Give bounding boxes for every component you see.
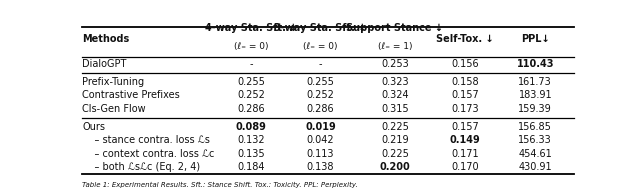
Text: 183.91: 183.91	[518, 90, 552, 100]
Text: PPL↓: PPL↓	[521, 34, 550, 44]
Text: (ℓ⁣₌ = 0): (ℓ⁣₌ = 0)	[303, 42, 338, 51]
Text: 430.91: 430.91	[518, 162, 552, 172]
Text: 0.113: 0.113	[307, 149, 334, 159]
Text: -: -	[319, 59, 323, 69]
Text: Support Stance ↓: Support Stance ↓	[346, 23, 444, 33]
Text: (ℓ⁣₌ = 0): (ℓ⁣₌ = 0)	[234, 42, 268, 51]
Text: Ours: Ours	[83, 122, 106, 132]
Text: 0.149: 0.149	[449, 135, 480, 145]
Text: 0.200: 0.200	[380, 162, 410, 172]
Text: 0.225: 0.225	[381, 122, 409, 132]
Text: 0.170: 0.170	[451, 162, 479, 172]
Text: 0.019: 0.019	[305, 122, 336, 132]
Text: (ℓ⁣₌ = 1): (ℓ⁣₌ = 1)	[378, 42, 412, 51]
Text: 0.323: 0.323	[381, 77, 409, 87]
Text: Self-Tox. ↓: Self-Tox. ↓	[436, 34, 493, 44]
Text: 0.286: 0.286	[307, 104, 334, 114]
Text: 0.225: 0.225	[381, 149, 409, 159]
Text: 0.324: 0.324	[381, 90, 409, 100]
Text: – both ℒsℒc (Eq. 2, 4): – both ℒsℒc (Eq. 2, 4)	[83, 162, 200, 172]
Text: 156.33: 156.33	[518, 135, 552, 145]
Text: 0.042: 0.042	[307, 135, 334, 145]
Text: 0.157: 0.157	[451, 90, 479, 100]
Text: 0.157: 0.157	[451, 122, 479, 132]
Text: 161.73: 161.73	[518, 77, 552, 87]
Text: 0.135: 0.135	[237, 149, 265, 159]
Text: 0.156: 0.156	[451, 59, 479, 69]
Text: 0.219: 0.219	[381, 135, 409, 145]
Text: 0.158: 0.158	[451, 77, 479, 87]
Text: 3-way Sta. Sft. ↓: 3-way Sta. Sft. ↓	[275, 23, 367, 33]
Text: -: -	[250, 59, 253, 69]
Text: 0.138: 0.138	[307, 162, 334, 172]
Text: Table 1: Experimental Results. Sft.: Stance Shift. Tox.: Toxicity. PPL: Perplexi: Table 1: Experimental Results. Sft.: Sta…	[83, 181, 358, 188]
Text: DialoGPT: DialoGPT	[83, 59, 127, 69]
Text: 110.43: 110.43	[516, 59, 554, 69]
Text: 0.089: 0.089	[236, 122, 266, 132]
Text: 0.253: 0.253	[381, 59, 409, 69]
Text: 0.184: 0.184	[237, 162, 265, 172]
Text: 0.132: 0.132	[237, 135, 265, 145]
Text: 0.173: 0.173	[451, 104, 479, 114]
Text: 4-way Sta. Sft. ↓: 4-way Sta. Sft. ↓	[205, 23, 298, 33]
Text: 0.171: 0.171	[451, 149, 479, 159]
Text: 0.252: 0.252	[307, 90, 335, 100]
Text: – context contra. loss ℒc: – context contra. loss ℒc	[83, 149, 215, 159]
Text: Methods: Methods	[83, 34, 130, 44]
Text: 0.315: 0.315	[381, 104, 409, 114]
Text: 0.286: 0.286	[237, 104, 265, 114]
Text: 0.255: 0.255	[237, 77, 265, 87]
Text: Cls-Gen Flow: Cls-Gen Flow	[83, 104, 146, 114]
Text: Prefix-Tuning: Prefix-Tuning	[83, 77, 145, 87]
Text: 454.61: 454.61	[518, 149, 552, 159]
Text: – stance contra. loss ℒs: – stance contra. loss ℒs	[83, 135, 211, 145]
Text: 0.255: 0.255	[307, 77, 335, 87]
Text: 156.85: 156.85	[518, 122, 552, 132]
Text: 0.252: 0.252	[237, 90, 265, 100]
Text: 159.39: 159.39	[518, 104, 552, 114]
Text: Contrastive Prefixes: Contrastive Prefixes	[83, 90, 180, 100]
